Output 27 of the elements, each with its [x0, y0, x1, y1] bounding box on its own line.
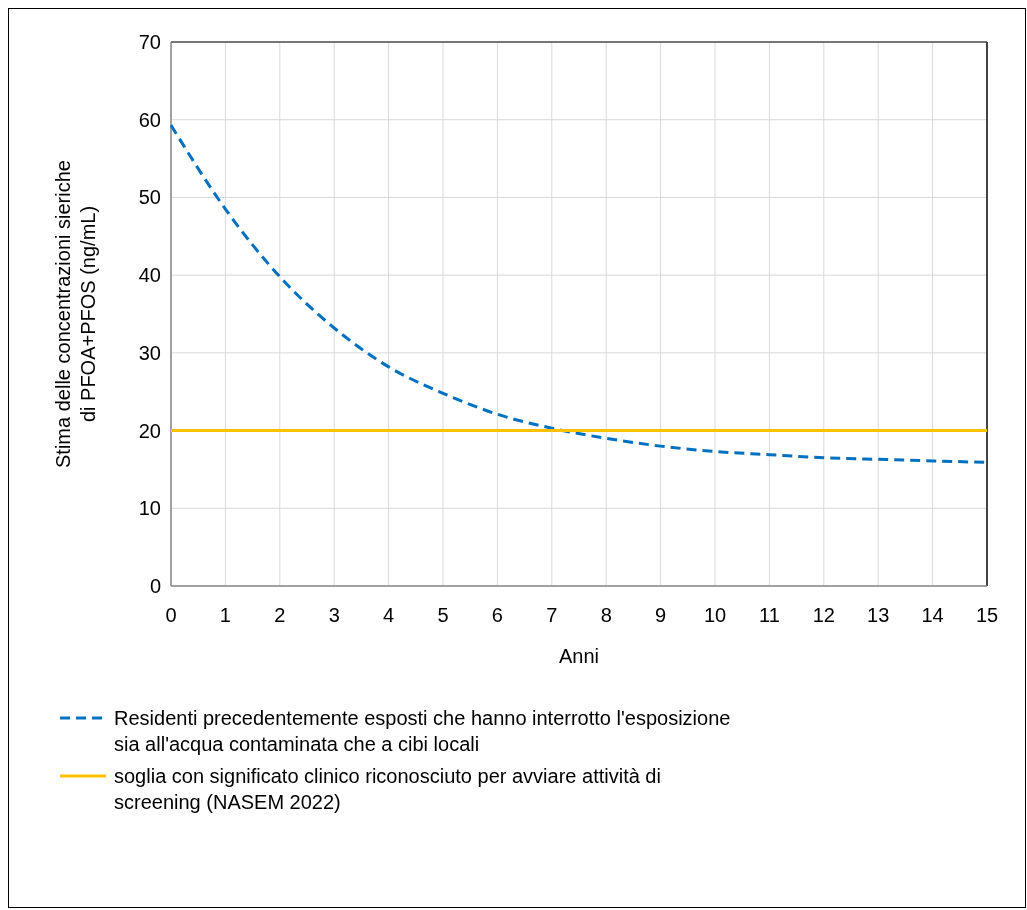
- x-tick-label: 3: [328, 604, 340, 626]
- y-tick-label: 30: [138, 341, 161, 364]
- x-tick-label: 8: [600, 604, 612, 626]
- x-tick-label: 5: [437, 604, 449, 626]
- y-tick-label: 70: [138, 31, 161, 53]
- y-tick-label: 20: [138, 419, 161, 442]
- x-tick-label: 13: [867, 604, 890, 626]
- x-tick-label: 6: [491, 604, 503, 626]
- y-tick-label: 60: [138, 108, 161, 131]
- x-tick-label: 9: [655, 604, 667, 626]
- x-tick-label: 11: [759, 604, 780, 626]
- x-tick-label: 1: [219, 604, 231, 626]
- x-axis-title: Anni: [558, 645, 600, 667]
- y-axis-title: Stima delle concentrazioni sieriche di PFOA+PFOS (ng/mL): [52, 160, 99, 468]
- y-tick-label: 40: [138, 264, 161, 287]
- legend-label: soglia con significato clinico riconosciuto per avviare attività di screening (NASEM 2022): [114, 765, 661, 813]
- y-tick-label: 50: [138, 186, 161, 209]
- x-tick-label: 10: [703, 604, 727, 626]
- x-tick-label: 4: [383, 604, 395, 626]
- x-tick-label: 14: [921, 604, 944, 626]
- y-tick-label: 0: [149, 575, 161, 597]
- y-tick-label: 10: [138, 497, 161, 520]
- x-tick-label: 2: [274, 604, 286, 626]
- x-tick-label: 7: [546, 604, 558, 626]
- x-tick-label: 0: [165, 604, 177, 626]
- x-tick-label: 15: [975, 604, 999, 626]
- x-tick-label: 12: [812, 604, 835, 626]
